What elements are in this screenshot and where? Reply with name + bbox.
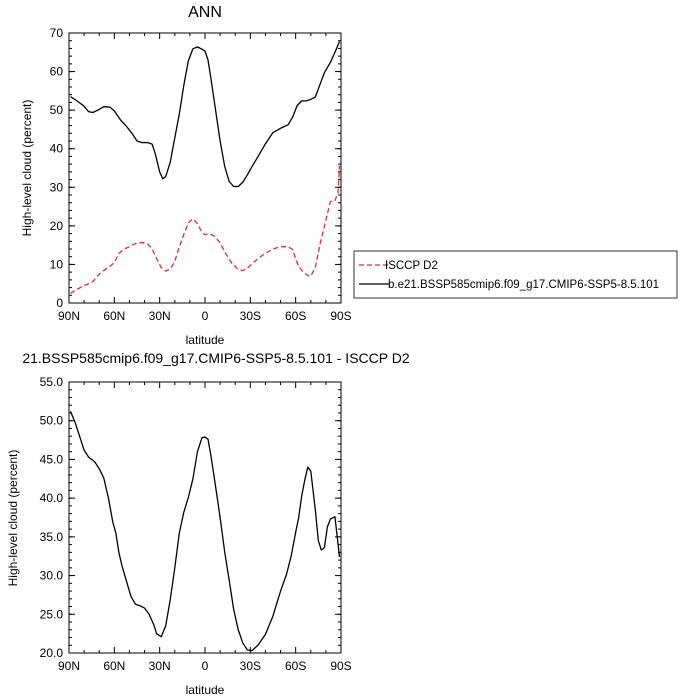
bottom-ylabel: High-level cloud (percent) xyxy=(6,450,20,587)
x-tick-label: 90N xyxy=(58,309,80,323)
top-title: ANN xyxy=(188,4,222,21)
top-ylabel: High-level cloud (percent) xyxy=(20,100,34,237)
x-tick-label: 90N xyxy=(58,659,80,673)
series-line-0 xyxy=(69,411,341,652)
x-tick-label: 90S xyxy=(330,309,351,323)
y-tick-label: 30.0 xyxy=(40,569,64,583)
y-tick-label: 60 xyxy=(50,65,64,79)
x-tick-label: 30N xyxy=(149,309,171,323)
y-tick-label: 50 xyxy=(50,103,64,117)
bottom-xlabel: latitude xyxy=(186,683,225,697)
legend-label-isccp: ISCCP D2 xyxy=(385,260,438,272)
y-tick-label: 20.0 xyxy=(40,646,64,660)
x-tick-label: 30S xyxy=(240,659,261,673)
legend-label-model: b.e21.BSSP585cmip6.f09_g17.CMIP6-SSP5-8.… xyxy=(388,279,659,291)
top-axis-ticks: 90N 60N 30N 0 30S 60S 90S 0 10 20 30 40 50 60 70 xyxy=(50,26,352,323)
top-plot-frame xyxy=(68,32,342,304)
y-tick-label: 50.0 xyxy=(40,414,64,428)
y-tick-label: 35.0 xyxy=(40,530,64,544)
x-tick-label: 0 xyxy=(202,309,209,323)
bottom-title: 21.BSSP585cmip6.f09_g17.CMIP6-SSP5-8.5.1… xyxy=(22,350,409,366)
y-tick-label: 55.0 xyxy=(40,375,64,389)
y-tick-label: 70 xyxy=(50,26,64,40)
top-panel: ANN High-level cloud (percent) latitude … xyxy=(20,4,352,347)
x-tick-label: 60S xyxy=(285,309,306,323)
y-tick-label: 30 xyxy=(50,180,64,194)
bottom-panel: 21.BSSP585cmip6.f09_g17.CMIP6-SSP5-8.5.1… xyxy=(6,350,410,697)
x-tick-label: 0 xyxy=(202,659,209,673)
y-tick-label: 45.0 xyxy=(40,452,64,466)
y-tick-label: 0 xyxy=(56,296,63,310)
legend: ISCCP D2 b.e21.BSSP585cmip6.f09_g17.CMIP… xyxy=(353,250,678,299)
bottom-plot-frame xyxy=(68,381,342,654)
x-tick-label: 30S xyxy=(240,309,261,323)
y-tick-label: 10 xyxy=(50,257,64,271)
bottom-axis-ticks: 90N 60N 30N 0 30S 60S 90S 20.0 25.0 30.0 35.0 40.0 4… xyxy=(40,375,352,673)
y-tick-label: 25.0 xyxy=(40,607,64,621)
y-tick-label: 40.0 xyxy=(40,491,64,505)
x-tick-label: 60N xyxy=(103,309,125,323)
top-plot-series xyxy=(70,41,341,294)
bottom-plot-series xyxy=(69,411,341,652)
x-tick-label: 60S xyxy=(285,659,306,673)
series-line-1 xyxy=(70,41,341,188)
top-xlabel: latitude xyxy=(186,333,225,347)
legend-box xyxy=(353,250,678,299)
x-tick-label: 60N xyxy=(103,659,125,673)
y-tick-label: 20 xyxy=(50,219,64,233)
y-tick-label: 40 xyxy=(50,142,64,156)
x-tick-label: 30N xyxy=(149,659,171,673)
x-tick-label: 90S xyxy=(330,659,351,673)
series-line-0 xyxy=(70,166,341,294)
